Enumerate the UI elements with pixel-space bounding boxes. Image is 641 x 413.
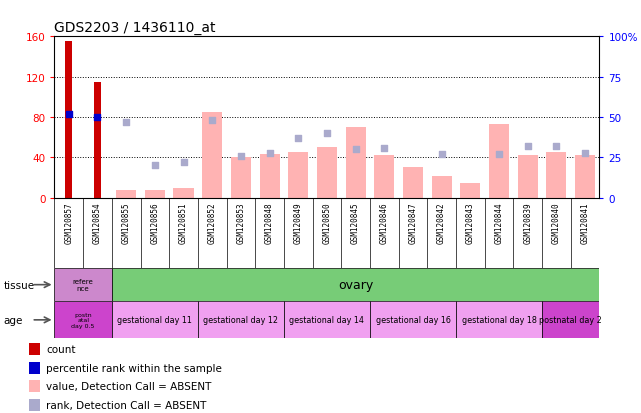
Text: GSM120851: GSM120851 [179,202,188,243]
Bar [29,399,40,411]
Bar [198,301,284,339]
Text: gestational day 11: gestational day 11 [117,316,192,325]
Text: GSM120855: GSM120855 [122,202,131,243]
Text: GSM120843: GSM120843 [466,202,475,243]
Point [265,150,275,157]
Text: ovary: ovary [338,278,373,292]
Point [551,143,562,150]
Point [92,114,103,121]
Text: GSM120842: GSM120842 [437,202,446,243]
Bar [54,301,112,339]
Text: gestational day 16: gestational day 16 [376,316,451,325]
Bar [145,190,165,198]
Bar [116,190,137,198]
Bar [288,153,308,198]
Text: gestational day 14: gestational day 14 [290,316,364,325]
Text: count: count [46,344,76,354]
Bar [317,148,337,198]
Bar [546,153,567,198]
Text: postnatal day 2: postnatal day 2 [539,316,602,325]
Text: rank, Detection Call = ABSENT: rank, Detection Call = ABSENT [46,400,206,410]
Text: GSM120846: GSM120846 [379,202,388,243]
Point [236,153,246,160]
Bar [65,42,72,198]
Point [322,131,332,137]
Point [293,135,303,142]
Point [150,163,160,169]
Bar [112,268,599,301]
Point [207,118,217,124]
Point [522,143,533,150]
Text: GSM120857: GSM120857 [64,202,73,243]
Bar [431,176,452,198]
Bar [374,156,394,198]
Text: GSM120844: GSM120844 [494,202,503,243]
Text: GSM120850: GSM120850 [322,202,331,243]
Bar [94,83,101,198]
Text: GSM120848: GSM120848 [265,202,274,243]
Bar [460,183,480,198]
Text: GSM120839: GSM120839 [523,202,532,243]
Text: GSM120849: GSM120849 [294,202,303,243]
Bar [231,158,251,198]
Text: GDS2203 / 1436110_at: GDS2203 / 1436110_at [54,21,216,35]
Text: refere
nce: refere nce [73,278,94,292]
Text: GSM120847: GSM120847 [408,202,417,243]
Text: gestational day 12: gestational day 12 [203,316,278,325]
Bar [345,128,365,198]
Text: postn
atal
day 0.5: postn atal day 0.5 [72,312,95,328]
Text: GSM120853: GSM120853 [237,202,246,243]
Bar [174,188,194,198]
Point [351,147,361,153]
Bar [29,343,40,355]
Bar [29,380,40,392]
Text: GSM120840: GSM120840 [552,202,561,243]
Point [178,159,188,166]
Bar [29,362,40,374]
Text: value, Detection Call = ABSENT: value, Detection Call = ABSENT [46,381,212,391]
Point [494,152,504,158]
Bar [370,301,456,339]
Point [121,119,131,126]
Bar [456,301,542,339]
Text: gestational day 18: gestational day 18 [462,316,537,325]
Bar [518,156,538,198]
Bar [54,268,112,301]
Text: GSM120845: GSM120845 [351,202,360,243]
Point [63,111,74,118]
Bar [542,301,599,339]
Text: percentile rank within the sample: percentile rank within the sample [46,363,222,373]
Point [379,145,389,152]
Text: GSM120841: GSM120841 [581,202,590,243]
Text: tissue: tissue [3,280,35,290]
Bar [403,168,423,198]
Point [580,150,590,157]
Bar [284,301,370,339]
Text: GSM120852: GSM120852 [208,202,217,243]
Bar [112,301,198,339]
Text: GSM120856: GSM120856 [151,202,160,243]
Bar [202,113,222,198]
Text: GSM120854: GSM120854 [93,202,102,243]
Bar [489,125,509,198]
Text: age: age [3,315,22,325]
Bar [575,156,595,198]
Bar [260,155,279,198]
Point [437,152,447,158]
